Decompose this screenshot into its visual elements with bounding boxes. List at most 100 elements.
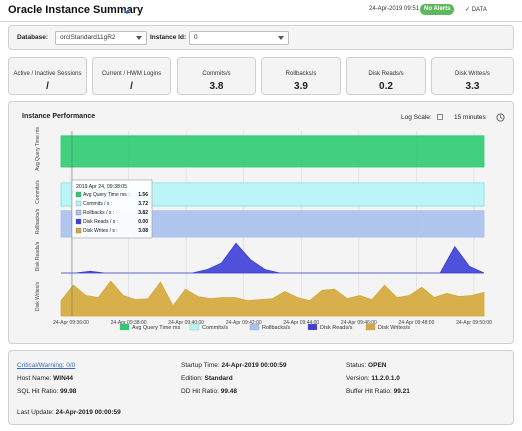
y-axis-label: Disk Writes/s bbox=[35, 281, 41, 311]
legend-label: Disk Writes/s bbox=[378, 325, 410, 331]
status-value: OPEN bbox=[368, 362, 387, 369]
kpi-sessions[interactable]: Active / Inactive Sessions / bbox=[8, 57, 87, 95]
status-row: Status: OPEN bbox=[346, 362, 386, 369]
host-name-value: WIN44 bbox=[53, 375, 74, 382]
kpi-disk-reads[interactable]: Disk Reads/s 0.2 bbox=[346, 57, 426, 95]
series-area bbox=[60, 280, 485, 317]
edition-label: Edition: bbox=[181, 375, 203, 382]
tooltip-swatch bbox=[75, 209, 82, 216]
header-timestamp: 24-Apr-2019 09:51 bbox=[369, 6, 420, 12]
sql-hit-row: SQL Hit Ratio: 99.98 bbox=[17, 388, 76, 395]
legend-label: Rollbacks/s bbox=[262, 325, 290, 331]
critical-warning-link[interactable]: Critical/Warning: 0/0 bbox=[17, 362, 76, 369]
edition-row: Edition: Standard bbox=[181, 375, 233, 382]
page-title: Oracle Instance Summary bbox=[8, 4, 144, 16]
x-tick-label: 24-Apr 09:46:00 bbox=[341, 320, 377, 326]
y-axis-label: Commits/s bbox=[35, 180, 41, 204]
y-axis-label: Disk Reads/s bbox=[35, 241, 41, 271]
kpi-value: 3.3 bbox=[465, 81, 480, 92]
legend-swatch bbox=[249, 323, 260, 331]
clock-icon[interactable] bbox=[496, 113, 505, 122]
host-name-label: Host Name: bbox=[17, 375, 52, 382]
log-scale-checkbox[interactable] bbox=[437, 114, 443, 120]
x-tick-label: 24-Apr 09:42:00 bbox=[226, 320, 262, 326]
legend-label: Commits/s bbox=[202, 325, 228, 331]
kpi-disk-writes[interactable]: Disk Writes/s 3.3 bbox=[431, 57, 514, 95]
x-tick-label: 24-Apr 09:50:00 bbox=[456, 320, 492, 326]
sql-hit-label: SQL Hit Ratio: bbox=[17, 388, 59, 395]
instance-select-value: 0 bbox=[194, 34, 198, 41]
buffer-hit-label: Buffer Hit Ratio: bbox=[346, 388, 392, 395]
dd-hit-label: DD Hit Ratio: bbox=[181, 388, 219, 395]
buffer-hit-row: Buffer Hit Ratio: 99.21 bbox=[346, 388, 410, 395]
data-status: ✓ DATA bbox=[465, 6, 487, 13]
instance-details: Critical/Warning: 0/0 Host Name: WIN44 S… bbox=[8, 350, 514, 425]
legend-swatch bbox=[365, 323, 376, 331]
data-status-label: DATA bbox=[471, 7, 487, 13]
tooltip-row-value: 3.82 bbox=[138, 210, 148, 216]
alerts-badge[interactable]: No Alerts bbox=[420, 4, 455, 15]
selector-bar: Database: orclStandard11gR2 Instance Id:… bbox=[8, 25, 514, 50]
edition-value: Standard bbox=[204, 375, 233, 382]
series-area bbox=[60, 135, 485, 168]
kpi-value: 3.9 bbox=[294, 81, 308, 92]
dropdown-caret-icon bbox=[136, 36, 142, 40]
tooltip-title: 2019 Apr 24, 09:38:05 bbox=[76, 184, 127, 190]
version-label: Version: bbox=[346, 375, 370, 382]
series-area bbox=[61, 242, 485, 274]
legend-swatch bbox=[307, 323, 318, 331]
kpi-label: Disk Writes/s bbox=[455, 71, 490, 77]
tooltip-swatch bbox=[75, 200, 82, 207]
y-axis-label: Rollbacks/s bbox=[35, 208, 41, 234]
kpi-logins[interactable]: Current / HWM Logins / bbox=[92, 57, 171, 95]
legend-label: Disk Reads/s bbox=[320, 325, 353, 331]
legend-swatch bbox=[189, 323, 200, 331]
tooltip-row-value: 3.72 bbox=[138, 201, 148, 207]
legend-swatch bbox=[119, 323, 130, 331]
kpi-label: Current / HWM Logins bbox=[101, 71, 162, 77]
kpi-value: 0.2 bbox=[379, 81, 393, 92]
dd-hit-row: DD Hit Ratio: 99.48 bbox=[181, 388, 237, 395]
tooltip-swatch bbox=[75, 227, 82, 234]
kpi-label: Commits/s bbox=[202, 71, 231, 77]
kpi-value: 3.8 bbox=[209, 81, 224, 92]
kpi-label: Disk Reads/s bbox=[368, 71, 404, 77]
last-update-value: 24-Apr-2019 00:00:59 bbox=[55, 409, 121, 416]
instance-select[interactable]: 0 bbox=[189, 31, 289, 45]
time-range-label[interactable]: 15 minutes bbox=[454, 114, 486, 121]
x-tick-label: 24-Apr 09:38:00 bbox=[111, 320, 147, 326]
dd-hit-value: 99.48 bbox=[220, 388, 238, 395]
database-select[interactable]: orclStandard11gR2 bbox=[55, 31, 147, 45]
legend-label: Avg Query Time ms bbox=[132, 325, 180, 331]
version-row: Version: 11.2.0.1.0 bbox=[346, 375, 400, 382]
check-icon: ✓ bbox=[465, 7, 471, 13]
x-tick-label: 24-Apr 09:44:00 bbox=[283, 320, 319, 326]
last-update-label: Last Update: bbox=[17, 409, 54, 416]
kpi-value: / bbox=[130, 81, 133, 92]
kpi-label: Rollbacks/s bbox=[285, 71, 317, 77]
tooltip-row-label: Avg Query Time ms : bbox=[83, 192, 130, 198]
log-scale-label: Log Scale: bbox=[401, 114, 432, 121]
tooltip-swatch bbox=[75, 218, 82, 225]
tooltip-row-label: Disk Reads / s : bbox=[83, 219, 118, 225]
chevron-down-icon[interactable] bbox=[122, 6, 132, 16]
buffer-hit-value: 99.21 bbox=[393, 388, 410, 395]
x-tick-label: 24-Apr 09:48:00 bbox=[398, 320, 434, 326]
kpi-commits[interactable]: Commits/s 3.8 bbox=[177, 57, 256, 95]
status-label: Status: bbox=[346, 362, 367, 369]
dropdown-caret-icon bbox=[278, 36, 284, 40]
tooltip-swatch bbox=[75, 191, 82, 198]
database-label: Database: bbox=[17, 34, 49, 41]
database-select-value: orclStandard11gR2 bbox=[60, 34, 116, 41]
x-tick-label: 24-Apr 09:40:00 bbox=[168, 320, 204, 326]
tooltip-box bbox=[71, 179, 153, 239]
performance-panel: Instance Performance Log Scale: 15 minut… bbox=[8, 101, 514, 344]
performance-chart: Avg Query Time ms Commits/s Rollbacks/s Dis… bbox=[35, 127, 492, 331]
last-update-row: Last Update: 24-Apr-2019 00:00:59 bbox=[17, 409, 121, 416]
kpi-value: / bbox=[46, 81, 49, 92]
kpi-label: Active / Inactive Sessions bbox=[13, 71, 82, 77]
tooltip-row-label: Disk Writes / s : bbox=[83, 228, 118, 234]
x-tick-label: 24-Apr 09:36:00 bbox=[53, 320, 89, 326]
tooltip-row-value: 1.56 bbox=[138, 192, 148, 198]
kpi-rollbacks[interactable]: Rollbacks/s 3.9 bbox=[261, 57, 341, 95]
